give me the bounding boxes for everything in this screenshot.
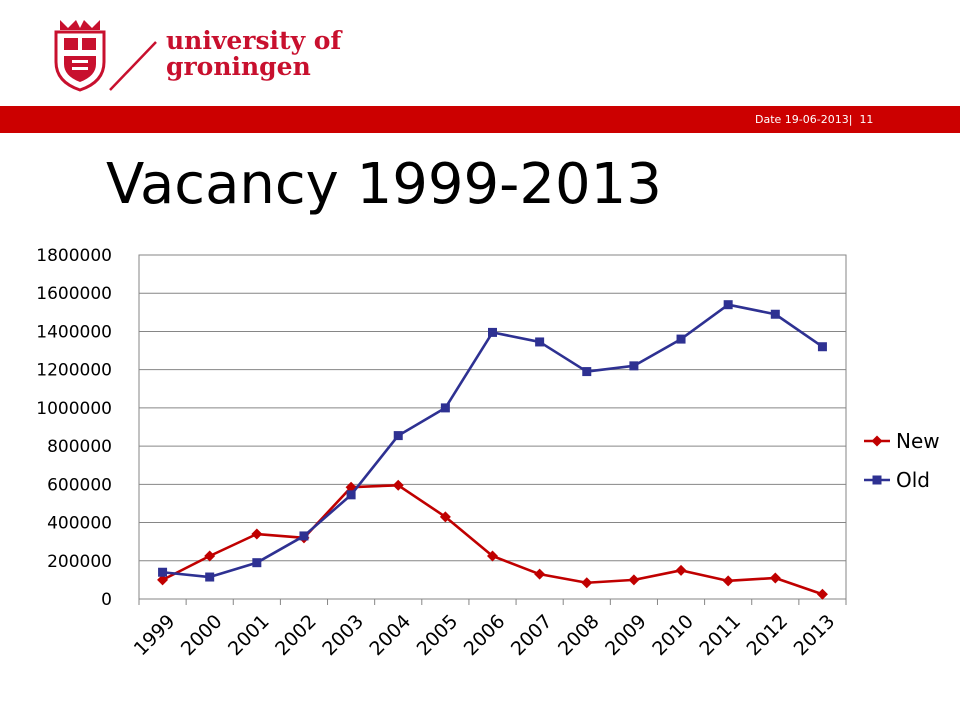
legend-label-old: Old xyxy=(896,468,930,492)
slide-title: Vacancy 1999-2013 xyxy=(106,152,662,217)
point-new xyxy=(722,575,734,587)
date-label: Date 19-06-2013 xyxy=(755,113,849,126)
point-old xyxy=(393,431,403,441)
legend-marker-new xyxy=(871,435,883,447)
point-new xyxy=(487,550,498,562)
point-old xyxy=(299,531,309,541)
point-old xyxy=(158,567,168,577)
point-new xyxy=(675,564,687,576)
x-tick-label: 1999 xyxy=(130,610,180,660)
y-tick-label: 0 xyxy=(101,590,112,610)
point-old xyxy=(629,361,639,371)
point-new xyxy=(251,528,263,540)
page-number: 11 xyxy=(859,113,874,126)
x-tick-label: 2007 xyxy=(507,610,557,660)
x-tick-label: 2011 xyxy=(695,610,745,660)
series-line-old xyxy=(162,303,824,579)
y-tick-label: 800000 xyxy=(47,437,112,457)
point-new xyxy=(769,572,781,584)
university-wordmark: university of groningen xyxy=(166,28,341,80)
point-new xyxy=(392,479,404,491)
x-tick-label: 2013 xyxy=(790,610,840,660)
series-line-new xyxy=(161,483,823,596)
point-old xyxy=(205,572,215,582)
y-tick-label: 1000000 xyxy=(36,399,112,419)
y-tick-label: 400000 xyxy=(47,514,112,534)
brand-slash-icon xyxy=(109,41,157,91)
y-tick-label: 200000 xyxy=(47,552,112,572)
separator: | xyxy=(848,113,853,126)
x-tick-label: 2009 xyxy=(601,610,651,660)
point-old xyxy=(346,490,356,500)
point-new xyxy=(816,588,828,600)
point-new xyxy=(439,511,451,523)
y-tick-label: 600000 xyxy=(47,475,112,495)
university-line-1: university of xyxy=(166,26,342,55)
x-tick-label: 2006 xyxy=(460,610,510,660)
point-old xyxy=(440,403,450,413)
x-tick-label: 2005 xyxy=(413,610,463,660)
university-crest-logo xyxy=(54,20,106,92)
x-tick-label: 2010 xyxy=(648,610,698,660)
date-page-indicator: Date 19-06-2013| 11 xyxy=(755,113,873,126)
point-old xyxy=(488,327,497,337)
y-tick-label: 1600000 xyxy=(36,284,112,304)
y-tick-label: 1800000 xyxy=(36,246,112,266)
point-new xyxy=(628,574,640,586)
legend-label-new: New xyxy=(896,429,940,453)
y-tick-label: 1200000 xyxy=(36,361,112,381)
x-tick-label: 2000 xyxy=(177,610,227,660)
point-old xyxy=(770,309,780,319)
point-new xyxy=(534,568,546,580)
point-old xyxy=(817,342,827,352)
university-line-2: groningen xyxy=(166,52,311,81)
point-old xyxy=(676,334,686,344)
x-tick-label: 2002 xyxy=(271,610,321,660)
point-old xyxy=(535,337,545,347)
point-new xyxy=(204,550,216,562)
header-band xyxy=(0,106,960,133)
x-tick-label: 2012 xyxy=(742,610,792,660)
x-tick-label: 2008 xyxy=(554,610,604,660)
x-tick-label: 2001 xyxy=(224,610,274,660)
point-old xyxy=(723,300,733,310)
point-old xyxy=(252,558,262,568)
legend-marker-old xyxy=(872,475,882,485)
x-tick-label: 2003 xyxy=(318,610,368,660)
point-new xyxy=(157,574,169,586)
y-tick-label: 1400000 xyxy=(36,322,112,342)
point-old xyxy=(582,367,592,377)
point-new xyxy=(581,577,593,589)
x-tick-label: 2004 xyxy=(365,610,415,660)
